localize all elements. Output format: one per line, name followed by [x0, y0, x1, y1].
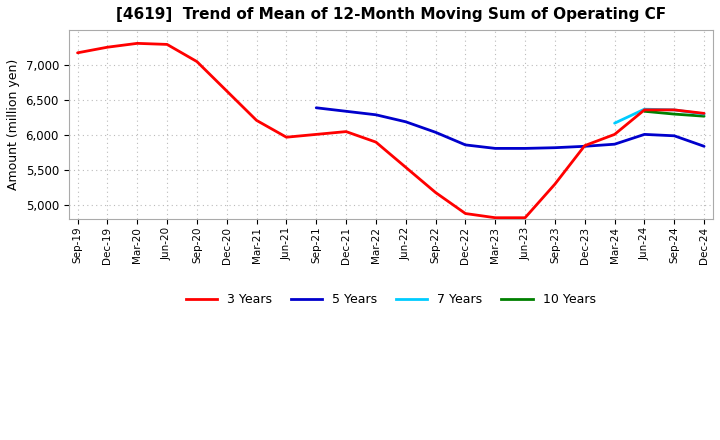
Title: [4619]  Trend of Mean of 12-Month Moving Sum of Operating CF: [4619] Trend of Mean of 12-Month Moving … [116, 7, 666, 22]
Legend: 3 Years, 5 Years, 7 Years, 10 Years: 3 Years, 5 Years, 7 Years, 10 Years [181, 288, 600, 311]
Y-axis label: Amount (million yen): Amount (million yen) [7, 59, 20, 190]
